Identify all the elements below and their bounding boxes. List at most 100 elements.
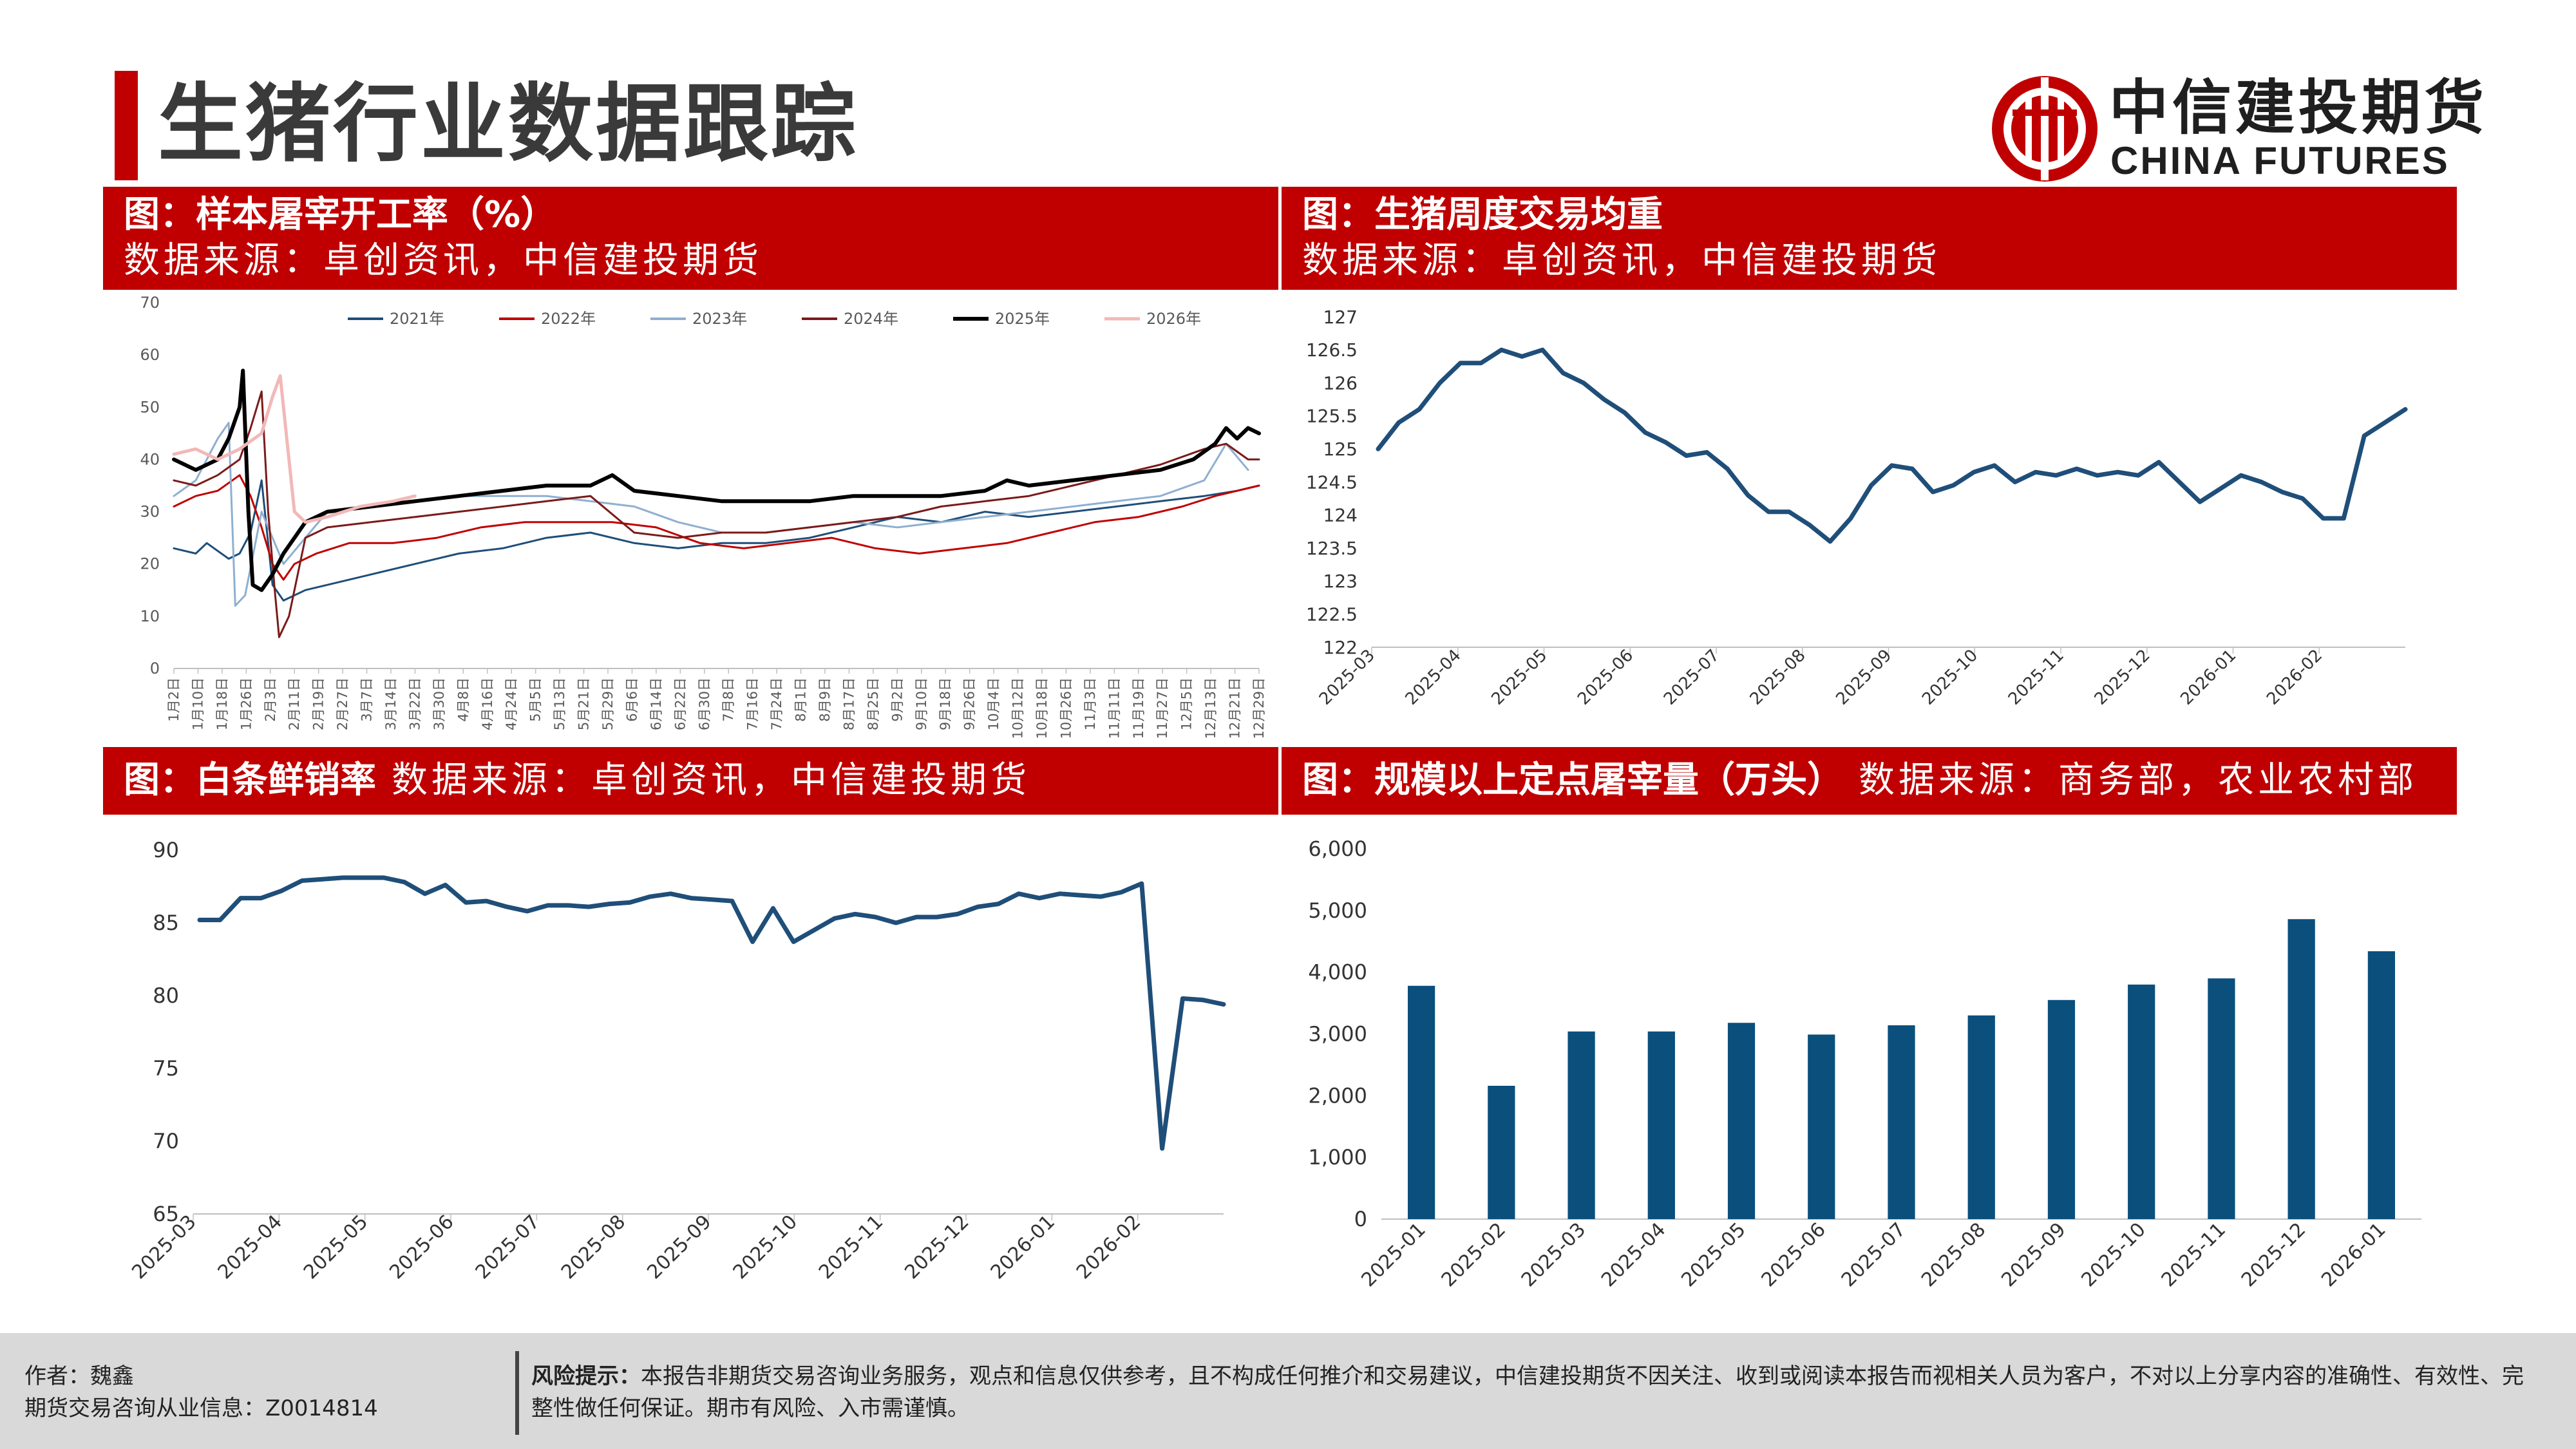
y-tick-label: 6,000 [1308,837,1367,861]
y-tick-label: 122 [1323,637,1358,658]
x-tick-label: 2025-07 [1837,1218,1910,1291]
bar-2025-08 [1967,1015,1995,1219]
x-tick-label: 8月1日 [793,677,809,722]
x-tick-label: 11月27日 [1155,677,1170,739]
x-tick-label: 2025-09 [1832,646,1895,709]
y-tick-label: 122.5 [1306,604,1358,625]
x-tick-label: 2025-06 [385,1211,458,1283]
series-line-2026年 [172,374,417,524]
x-tick-label: 2026-01 [987,1211,1059,1283]
bar-2025-05 [1727,1023,1756,1219]
y-tick-label: 124 [1323,505,1358,526]
x-tick-label: 2月11日 [287,677,302,730]
y-tick-label: 124.5 [1306,471,1358,493]
y-tick-label: 0 [150,659,160,677]
x-tick-label: 5月13日 [552,677,567,730]
x-tick-label: 12月21日 [1227,677,1243,739]
x-tick-label: 3月22日 [407,677,422,730]
bar-2025-06 [1808,1034,1835,1219]
x-tick-label: 8月9日 [817,677,833,722]
x-tick-label: 1月18日 [214,677,230,730]
x-tick-label: 4月24日 [504,677,519,730]
x-tick-label: 3月30日 [431,677,447,730]
x-tick-label: 2025-04 [1597,1218,1670,1291]
logo-english-name: CHINA FUTURES [2110,139,2450,182]
x-tick-label: 2月27日 [335,677,350,730]
x-tick-label: 12月5日 [1179,677,1195,730]
panel3-header: 图：白条鲜销率 数据来源：卓创资讯，中信建投期货 [103,747,1278,815]
y-tick-label: 70 [153,1129,179,1153]
y-tick-label: 126.5 [1306,339,1358,361]
y-tick-label: 5,000 [1308,898,1367,923]
x-tick-label: 3月14日 [383,677,399,730]
y-tick-label: 90 [153,838,179,862]
y-tick-label: 125.5 [1306,406,1358,427]
y-tick-label: 30 [140,503,160,521]
legend-label: 2025年 [995,310,1050,328]
x-tick-label: 2025-05 [299,1211,372,1283]
slaughter-rate-chart: 0 10 20 30 40 50 60 70 1月2日 1月10日 1月18日 1月26日 2月3日 2月… [140,294,1267,739]
x-tick-label: 2025-12 [2237,1218,2310,1291]
x-tick-label: 2025-01 [1357,1218,1430,1291]
x-tick-label: 2025-07 [471,1211,544,1283]
title-accent-bar [115,71,138,180]
y-tick-label: 70 [140,294,160,312]
x-tick-label: 2025-02 [1437,1218,1510,1291]
x-tick-label: 7月24日 [769,677,784,730]
x-tick-label: 2025-10 [1918,646,1982,709]
series-line [197,875,1226,1151]
x-tick-label: 2026-02 [2263,646,2326,709]
x-tick-label: 2025-04 [214,1211,287,1283]
legend-label: 2023年 [692,310,747,328]
x-tick-label: 1月26日 [238,677,254,730]
panel4-header: 图：规模以上定点屠宰量（万头） 数据来源：商务部，农业农村部 [1282,747,2457,815]
panel3-title: 图：白条鲜销率 [124,759,376,801]
bar-2025-09 [2047,999,2076,1219]
y-tick-label: 40 [140,450,160,468]
bar-2026-01 [2367,951,2396,1219]
x-tick-label: 2025-09 [643,1211,715,1283]
y-tick-label: 125 [1323,439,1358,460]
y-tick-label: 127 [1323,307,1358,328]
x-tick-label: 2025-06 [1757,1218,1830,1291]
y-tick-label: 3,000 [1308,1022,1367,1046]
y-tick-label: 65 [153,1202,179,1226]
x-tick-label: 2025-12 [2091,646,2154,709]
x-tick-label: 5月21日 [576,677,592,730]
panel2-source: 数据来源：卓创资讯，中信建投期货 [1302,240,1941,281]
y-tick-label: 123.5 [1306,538,1358,559]
panel4-source: 数据来源：商务部，农业农村部 [1859,759,2418,801]
x-tick-label: 2025-08 [557,1211,630,1283]
x-tick-label: 8月17日 [841,677,857,730]
bar-2025-12 [2287,919,2315,1219]
footer-author-block: 作者：魏鑫 期货交易咨询从业信息：Z0014814 [24,1360,378,1425]
page-title: 生猪行业数据跟踪 [158,75,858,174]
x-tick-label: 4月8日 [455,677,471,722]
brand-logo: 中信建投期货 CHINA FUTURES [1987,68,2484,190]
risk-disclaimer: 风险提示：本报告非期货交易咨询业务服务，观点和信息仅供参考，且不构成任何推介和交… [531,1360,2541,1425]
x-tick-label: 8月25日 [866,677,881,730]
y-tick-label: 4,000 [1308,960,1367,985]
x-tick-label: 2025-09 [1997,1218,2070,1291]
legend-label: 2022年 [541,310,596,328]
y-tick-label: 85 [153,911,179,935]
x-tick-label: 2月3日 [263,677,278,722]
x-tick-label: 10月12日 [1010,677,1026,739]
risk-text: 本报告非期货交易咨询业务服务，观点和信息仅供参考，且不构成任何推介和交易建议，中… [531,1363,2524,1421]
y-tick-label: 2,000 [1308,1083,1367,1108]
x-tick-label: 2月19日 [311,677,327,730]
y-tick-label: 60 [140,346,160,364]
x-tick-label: 12月29日 [1251,677,1267,739]
x-tick-label: 2025-08 [1747,646,1810,709]
series-line-2022年 [173,474,1260,581]
bar-2025-11 [2208,978,2235,1219]
x-tick-label: 2026-01 [2177,646,2240,709]
x-tick-label: 2025-07 [1660,646,1723,709]
x-tick-label: 6月22日 [672,677,688,730]
x-tick-label: 7月8日 [721,677,736,722]
x-tick-label: 2025-11 [2157,1218,2230,1291]
author: 作者：魏鑫 [24,1363,134,1389]
logo-chinese-name: 中信建投期货 [2109,73,2488,142]
